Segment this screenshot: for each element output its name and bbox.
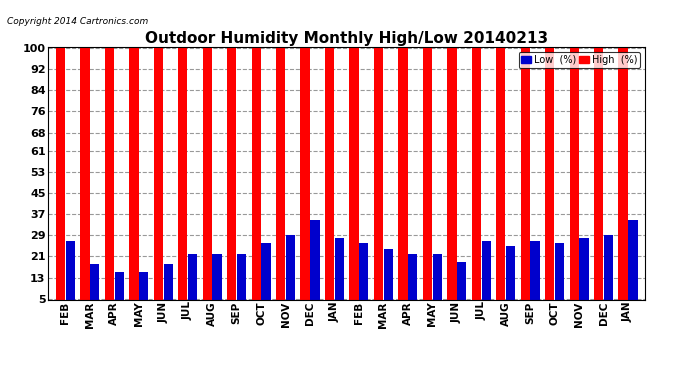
Bar [105,48,114,312]
Bar [90,264,99,312]
Bar [237,254,246,312]
Bar [252,48,261,312]
Bar [178,48,188,312]
Bar [618,48,628,312]
Bar [335,238,344,312]
Bar [359,243,368,312]
Title: Outdoor Humidity Monthly High/Low 20140213: Outdoor Humidity Monthly High/Low 201402… [145,31,549,46]
Bar [262,243,270,312]
Bar [325,48,334,312]
Bar [213,254,221,312]
Bar [545,48,554,312]
Bar [66,241,75,312]
Bar [374,48,383,312]
Bar [521,48,530,312]
Bar [457,262,466,312]
Bar [447,48,457,312]
Bar [310,220,319,312]
Bar [188,254,197,312]
Text: Copyright 2014 Cartronics.com: Copyright 2014 Cartronics.com [7,17,148,26]
Bar [482,241,491,312]
Bar [569,48,579,312]
Bar [203,48,212,312]
Bar [115,272,124,312]
Bar [423,48,432,312]
Bar [506,246,515,312]
Bar [472,48,481,312]
Bar [629,220,638,312]
Bar [349,48,359,312]
Bar [555,243,564,312]
Bar [580,238,589,312]
Legend: Low  (%), High  (%): Low (%), High (%) [518,52,640,68]
Bar [164,264,172,312]
Bar [408,254,417,312]
Bar [80,48,90,312]
Bar [433,254,442,312]
Bar [594,48,603,312]
Bar [398,48,408,312]
Bar [531,241,540,312]
Bar [56,48,65,312]
Bar [384,249,393,312]
Bar [496,48,506,312]
Bar [129,48,139,312]
Bar [139,272,148,312]
Bar [227,48,237,312]
Bar [286,236,295,312]
Bar [604,236,613,312]
Bar [300,48,310,312]
Bar [154,48,163,312]
Bar [276,48,286,312]
